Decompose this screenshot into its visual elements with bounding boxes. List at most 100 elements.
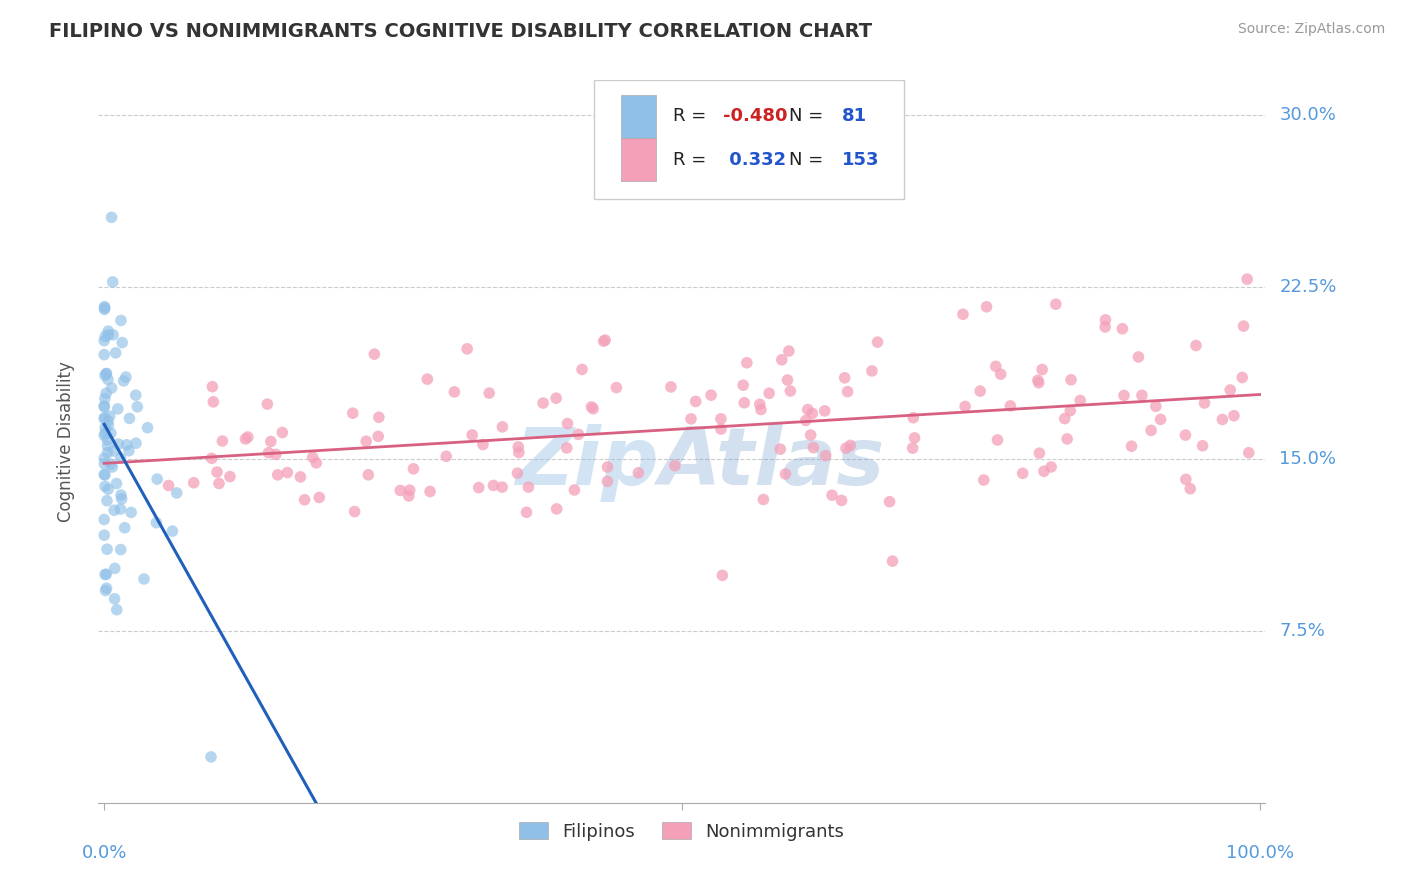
Point	[1045, 297, 1067, 311]
Point	[343, 505, 366, 519]
Point	[1056, 432, 1078, 446]
Point	[976, 300, 998, 314]
Point	[97, 482, 120, 496]
Point	[882, 554, 904, 568]
FancyBboxPatch shape	[595, 80, 904, 200]
Point	[94, 583, 117, 598]
Point	[984, 359, 1007, 374]
Point	[596, 475, 619, 489]
Point	[596, 460, 619, 475]
Point	[103, 444, 125, 458]
Point	[814, 404, 837, 418]
Point	[1130, 388, 1153, 402]
Point	[779, 384, 801, 398]
Point	[257, 446, 280, 460]
Point	[183, 475, 205, 490]
Point	[110, 313, 132, 327]
Point	[482, 478, 505, 492]
Point	[93, 428, 115, 442]
Point	[710, 412, 733, 426]
Point	[1237, 446, 1260, 460]
Point	[735, 356, 758, 370]
Point	[94, 301, 117, 315]
Point	[1185, 338, 1208, 352]
Point	[98, 409, 121, 423]
Point	[93, 528, 115, 542]
Point	[879, 494, 901, 508]
Point	[264, 447, 287, 461]
Point	[96, 367, 118, 381]
Point	[1111, 322, 1133, 336]
Point	[94, 421, 117, 435]
Point	[101, 327, 124, 342]
Point	[94, 368, 117, 383]
Point	[398, 483, 420, 498]
Point	[101, 460, 124, 475]
Point	[266, 467, 288, 482]
Point	[461, 428, 484, 442]
Point	[146, 472, 169, 486]
Point	[115, 438, 138, 452]
Point	[103, 503, 125, 517]
Point	[94, 386, 117, 401]
Point	[531, 396, 554, 410]
Point	[120, 505, 142, 519]
Point	[367, 429, 389, 443]
Point	[201, 451, 224, 466]
Point	[97, 445, 120, 459]
Text: 15.0%: 15.0%	[1279, 450, 1336, 467]
Point	[506, 466, 529, 480]
Point	[901, 441, 924, 455]
Point	[100, 457, 122, 471]
Point	[235, 432, 257, 446]
Text: 7.5%: 7.5%	[1279, 622, 1326, 640]
Point	[1000, 399, 1022, 413]
Point	[96, 581, 118, 595]
Point	[567, 427, 589, 442]
Point	[201, 380, 224, 394]
Point	[1194, 396, 1216, 410]
Point	[132, 572, 155, 586]
Point	[1053, 411, 1076, 425]
Point	[271, 425, 294, 440]
Point	[125, 388, 148, 402]
Point	[557, 417, 579, 431]
Point	[546, 502, 568, 516]
Point	[276, 466, 298, 480]
Point	[1011, 467, 1033, 481]
Point	[1236, 272, 1258, 286]
Point	[97, 327, 120, 342]
Point	[685, 394, 707, 409]
Point	[571, 362, 593, 376]
Text: 0.332: 0.332	[723, 151, 786, 169]
Point	[592, 334, 614, 348]
Point	[93, 467, 115, 482]
Point	[118, 411, 141, 425]
Point	[93, 457, 115, 471]
Point	[1094, 320, 1116, 334]
Point	[100, 425, 122, 440]
Point	[162, 524, 184, 538]
Point	[1223, 409, 1246, 423]
Point	[952, 307, 974, 321]
Point	[208, 476, 231, 491]
Point	[758, 386, 780, 401]
Point	[157, 478, 180, 492]
Point	[700, 388, 723, 402]
Point	[969, 384, 991, 398]
Point	[443, 384, 465, 399]
Point	[94, 392, 117, 406]
Point	[200, 750, 222, 764]
Point	[97, 324, 120, 338]
Point	[1144, 399, 1167, 413]
Point	[105, 603, 128, 617]
Point	[101, 275, 124, 289]
Point	[581, 400, 603, 414]
Point	[775, 467, 797, 481]
Point	[953, 400, 976, 414]
Point	[93, 399, 115, 413]
Point	[866, 335, 889, 350]
Point	[1211, 412, 1233, 426]
Point	[1191, 439, 1213, 453]
Point	[770, 352, 793, 367]
